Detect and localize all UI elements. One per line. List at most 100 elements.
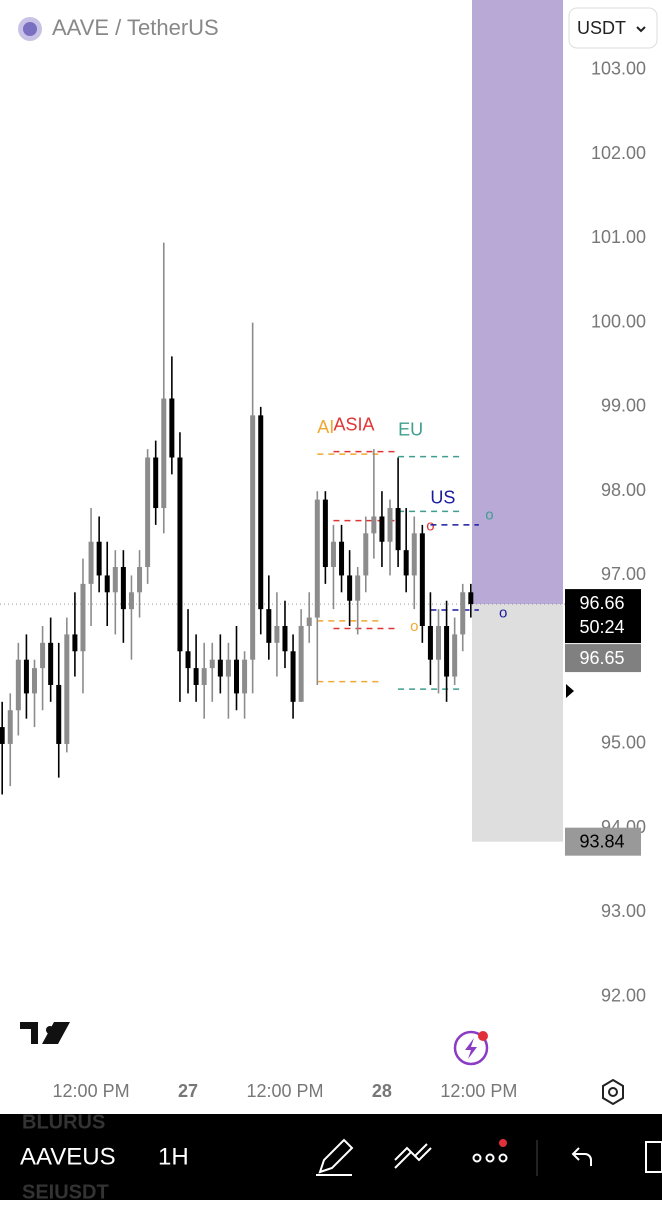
candle-body (395, 508, 401, 551)
candle-body (282, 625, 288, 652)
session-open-marker: o (499, 604, 507, 621)
symbol-title[interactable]: AAVE / TetherUS (52, 15, 219, 40)
lightning-button[interactable] (453, 1030, 489, 1066)
candle-body (56, 684, 62, 744)
candle-body (452, 634, 458, 677)
current-price-label-box (565, 589, 641, 644)
candle-body (274, 625, 280, 643)
lines-tool[interactable] (394, 1143, 432, 1169)
x-tick-label: 12:00 PM (440, 1081, 517, 1101)
lightning-icon (465, 1038, 477, 1059)
toolbar (0, 1114, 662, 1200)
candle-body (322, 499, 328, 568)
candle-body (137, 567, 143, 593)
more-dot[interactable] (498, 1153, 508, 1163)
candle-body (185, 651, 191, 669)
plot: 92.0093.0094.0095.0097.0098.0099.00100.0… (0, 0, 646, 1101)
stop-price-label-box (565, 827, 641, 856)
currency-label[interactable]: USDT (577, 18, 626, 38)
candle-body (427, 625, 433, 660)
candle-body (444, 625, 450, 677)
candle-body (233, 659, 239, 694)
settings-button[interactable] (602, 1078, 624, 1106)
session-label: ASIA (333, 414, 374, 434)
x-tick-label: 27 (178, 1081, 198, 1101)
more-dot[interactable] (472, 1153, 482, 1163)
candle-body (40, 642, 46, 669)
candle-body (314, 499, 320, 618)
currency-caret (636, 26, 646, 33)
scroll-arrow (566, 684, 574, 698)
profit-zone (472, 0, 563, 605)
undo-button[interactable] (571, 1147, 592, 1166)
settings-dot (608, 1087, 618, 1097)
candle-body (153, 457, 159, 509)
candle-body (48, 642, 54, 685)
next-symbol[interactable]: SEIUSDT (22, 1181, 109, 1203)
candle-body (169, 398, 175, 458)
session-open-marker: o (426, 518, 434, 535)
y-tick-label: 100.00 (591, 311, 646, 331)
candle-body (306, 617, 312, 626)
candle-body (88, 541, 94, 584)
interval-button[interactable]: 1H (158, 1143, 189, 1170)
draw-tool[interactable] (316, 1138, 354, 1176)
candle-body (387, 508, 393, 542)
stop-price-label: 93.84 (579, 831, 624, 851)
y-tick-label: 101.00 (591, 227, 646, 247)
currency-select[interactable] (568, 7, 658, 49)
candle-body (419, 533, 425, 626)
candle-body (347, 575, 353, 601)
candle-body (72, 634, 78, 652)
y-tick-label: 99.00 (601, 396, 646, 416)
prev-symbol[interactable]: BLURUS (22, 1111, 105, 1133)
session-open-marker: o (410, 618, 418, 635)
symbol-button[interactable]: AAVEUS (20, 1143, 116, 1170)
candle-body (339, 541, 345, 576)
notification-dot (478, 1031, 488, 1041)
more-dot[interactable] (485, 1153, 495, 1163)
session-label: EU (398, 419, 423, 439)
y-tick-label: 92.00 (601, 985, 646, 1005)
y-tick-label: 95.00 (601, 733, 646, 753)
candle-body (64, 634, 70, 744)
candle-body (435, 625, 441, 660)
x-tick-label: 12:00 PM (53, 1081, 130, 1101)
session-label: AI (317, 417, 334, 437)
tv-logo-dot (46, 1026, 54, 1034)
more-tools[interactable] (645, 1141, 662, 1173)
candle-body (161, 398, 167, 509)
candle-body (468, 592, 474, 605)
stop-zone (472, 604, 563, 842)
x-tick-label: 12:00 PM (246, 1081, 323, 1101)
symbol-icon-inner (23, 22, 37, 36)
y-tick-label: 97.00 (601, 564, 646, 584)
candle-body (15, 659, 21, 711)
candle-body (80, 583, 86, 652)
candle-body (403, 550, 409, 576)
candle-body (355, 575, 361, 601)
candle-body (112, 567, 118, 593)
candle-body (460, 592, 466, 635)
candle-body (258, 415, 264, 610)
candle-body (193, 668, 199, 685)
candle-body (177, 457, 183, 652)
session-label: US (430, 488, 455, 508)
candle-body (225, 659, 231, 677)
y-tick-label: 103.00 (591, 59, 646, 79)
candle-body (290, 651, 296, 702)
current-price-label: 96.66 (579, 593, 624, 613)
candle-body (330, 541, 336, 568)
more-badge (499, 1139, 507, 1147)
session-open-marker: o (485, 507, 493, 524)
candle-body (242, 659, 248, 694)
candle-body (363, 533, 369, 576)
y-tick-label: 93.00 (601, 901, 646, 921)
candle-body (120, 567, 126, 610)
candle-body (128, 592, 134, 610)
candle-body (145, 457, 151, 568)
countdown-label: 50:24 (579, 617, 624, 637)
candle-body (7, 710, 13, 744)
